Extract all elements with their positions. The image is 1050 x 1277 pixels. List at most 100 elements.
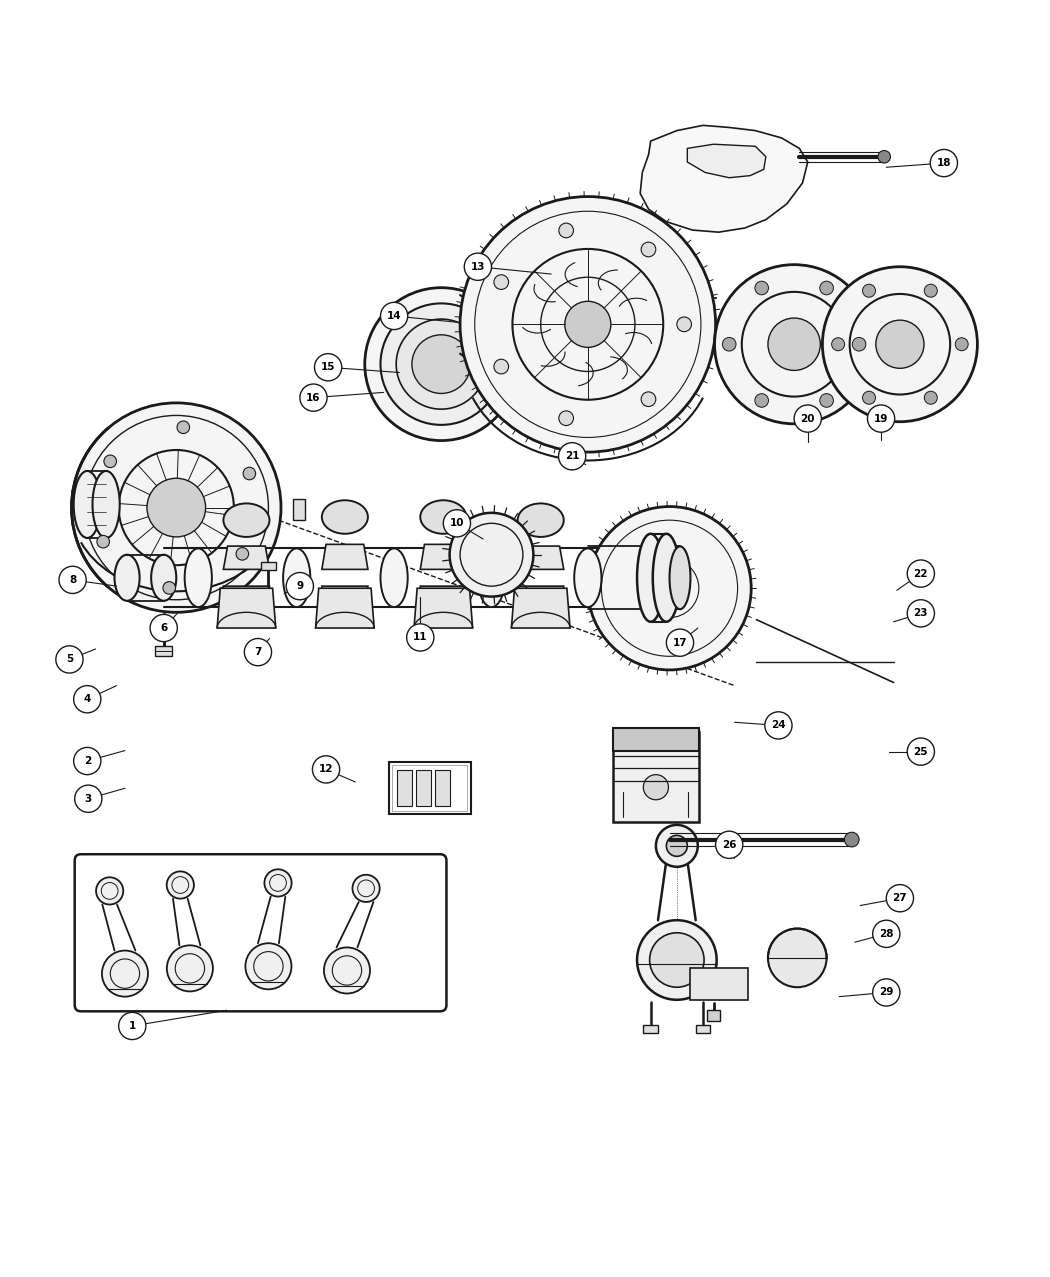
Circle shape [667,630,694,656]
Circle shape [396,319,486,409]
Ellipse shape [518,503,564,536]
Circle shape [637,921,717,1000]
Circle shape [862,391,876,405]
Circle shape [886,885,914,912]
Circle shape [907,559,935,587]
Ellipse shape [151,554,176,600]
Circle shape [300,384,328,411]
Circle shape [862,285,876,298]
Polygon shape [518,586,564,609]
Circle shape [716,831,742,858]
Text: 4: 4 [84,695,91,704]
Polygon shape [688,144,765,178]
Circle shape [59,566,86,594]
Circle shape [71,402,281,612]
Ellipse shape [185,548,212,607]
Text: 26: 26 [722,840,736,849]
Circle shape [565,301,611,347]
Bar [613,728,699,751]
Circle shape [924,285,938,298]
Ellipse shape [420,501,466,534]
Circle shape [245,638,272,665]
Circle shape [794,405,821,432]
Ellipse shape [653,534,680,622]
Circle shape [96,877,123,904]
Ellipse shape [224,503,270,536]
Circle shape [324,948,370,994]
Polygon shape [322,544,368,570]
Text: 25: 25 [914,747,928,756]
Circle shape [722,337,736,351]
Polygon shape [518,547,564,570]
Ellipse shape [74,471,101,538]
Polygon shape [640,125,807,232]
Circle shape [313,756,339,783]
Bar [708,1010,720,1020]
Circle shape [559,443,586,470]
Text: 21: 21 [565,451,580,461]
Circle shape [559,223,573,238]
Circle shape [449,513,533,596]
Circle shape [460,197,716,452]
Text: 14: 14 [386,312,401,321]
Bar [696,1025,711,1033]
Circle shape [246,944,292,990]
Circle shape [924,391,938,405]
Circle shape [104,455,117,467]
Polygon shape [224,586,270,609]
Text: 29: 29 [879,987,894,997]
Circle shape [844,833,859,847]
Circle shape [768,928,826,987]
Polygon shape [217,589,276,628]
Circle shape [380,304,502,425]
Circle shape [853,337,866,351]
Bar [416,770,430,806]
Circle shape [878,151,890,163]
Circle shape [755,281,769,295]
Circle shape [163,581,175,594]
Polygon shape [420,544,466,570]
Circle shape [236,548,249,561]
Circle shape [642,243,656,257]
Circle shape [876,321,924,368]
Circle shape [494,275,508,290]
Text: 11: 11 [413,632,427,642]
Text: 18: 18 [937,158,951,169]
Circle shape [494,359,508,374]
Ellipse shape [574,548,602,607]
Polygon shape [224,547,270,570]
Text: 27: 27 [892,893,907,903]
Circle shape [764,711,792,739]
Text: 28: 28 [879,928,894,939]
Ellipse shape [478,548,505,607]
Circle shape [644,775,669,799]
Ellipse shape [380,548,407,607]
Text: 5: 5 [66,654,74,664]
Ellipse shape [637,534,665,622]
Text: 7: 7 [254,647,261,658]
Circle shape [150,614,177,641]
Ellipse shape [92,471,120,538]
Ellipse shape [322,501,368,534]
Circle shape [74,686,101,713]
Polygon shape [316,589,374,628]
Circle shape [315,354,341,381]
Text: 24: 24 [771,720,785,730]
Bar [155,646,172,656]
Text: 23: 23 [914,608,928,618]
Text: 17: 17 [673,637,688,647]
Circle shape [667,835,688,857]
Circle shape [265,870,292,896]
Circle shape [74,747,101,775]
Circle shape [353,875,380,902]
Text: 19: 19 [874,414,888,424]
Circle shape [768,318,820,370]
Bar [392,765,467,811]
Circle shape [464,253,491,281]
Text: 9: 9 [296,581,303,591]
Circle shape [930,149,958,176]
Polygon shape [511,589,570,628]
Circle shape [820,393,834,407]
Circle shape [588,507,751,670]
Circle shape [677,317,692,332]
